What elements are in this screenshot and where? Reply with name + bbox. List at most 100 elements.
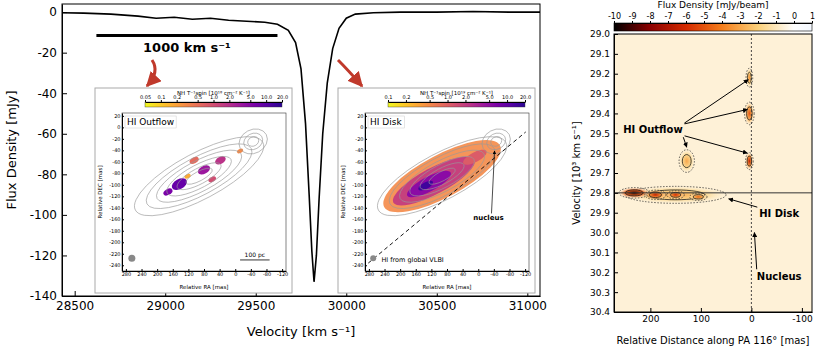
tick-mark bbox=[122, 208, 124, 209]
tick-label: -80 bbox=[263, 271, 271, 277]
tick-mark bbox=[229, 100, 230, 102]
colorbar bbox=[614, 23, 812, 31]
tick: 1 bbox=[810, 12, 815, 23]
label-patch bbox=[472, 214, 504, 222]
plot-frame bbox=[614, 34, 812, 312]
tick-mark bbox=[614, 292, 618, 293]
tick: 29.8 bbox=[590, 188, 618, 198]
tick-mark bbox=[145, 100, 146, 102]
contour bbox=[405, 149, 480, 203]
tick-label: -5 bbox=[701, 12, 709, 21]
contour bbox=[241, 130, 266, 153]
tick-mark bbox=[365, 208, 367, 209]
tick: 20.0 bbox=[520, 94, 531, 102]
tick-label: 280 bbox=[122, 271, 132, 277]
tick-label: -180 bbox=[109, 228, 120, 234]
tick-mark bbox=[365, 173, 367, 174]
contour bbox=[747, 156, 751, 166]
tick-label: 160 bbox=[411, 271, 421, 277]
tick-label: -180 bbox=[352, 228, 363, 234]
tick-label: 29.5 bbox=[590, 129, 610, 139]
tick-label: -120 bbox=[109, 193, 120, 199]
tick-label: 0 bbox=[234, 271, 237, 277]
axis: -10-9-8-7-6-5-4-3-2-101 bbox=[608, 12, 815, 24]
tick: 10.0 bbox=[502, 94, 513, 102]
tick: -3 bbox=[737, 12, 745, 23]
tick-mark bbox=[62, 215, 67, 216]
pointer-arrow bbox=[338, 60, 362, 86]
tick-label: -40 bbox=[37, 87, 57, 101]
tick-label: -4 bbox=[719, 12, 727, 21]
inset-frame bbox=[95, 88, 292, 293]
contour bbox=[747, 72, 751, 83]
tick-mark bbox=[62, 296, 67, 297]
tick-label: 120 bbox=[184, 271, 194, 277]
tick-mark bbox=[122, 162, 124, 163]
tick-label: 20.0 bbox=[520, 94, 531, 100]
tick-mark bbox=[614, 173, 618, 174]
axis-line bbox=[365, 114, 366, 272]
tick-mark bbox=[122, 139, 124, 140]
pointer bbox=[491, 151, 494, 214]
inset-frame bbox=[338, 88, 535, 293]
tick-label: -220 bbox=[109, 251, 120, 257]
annotation: HI Disk bbox=[759, 208, 799, 219]
tick: -200 bbox=[352, 239, 367, 245]
contour bbox=[478, 124, 515, 159]
inset-image bbox=[125, 122, 274, 231]
axis-title: Relative DEC [mas] bbox=[97, 165, 103, 218]
plot-area bbox=[614, 34, 812, 312]
tick-label: 240 bbox=[380, 271, 390, 277]
beam-label: HI from global VLBI bbox=[381, 256, 443, 264]
tick-label: 30.0 bbox=[590, 228, 610, 238]
inset: 0.050.10.20.51.02.05.010.020.0NH T⁻¹spin… bbox=[95, 88, 292, 293]
tick-label: -120 bbox=[520, 271, 531, 277]
tick-mark bbox=[365, 219, 367, 220]
tick-mark bbox=[668, 21, 669, 23]
tick: 29000 bbox=[147, 291, 185, 313]
tick-label: -240 bbox=[352, 262, 363, 268]
tick: 30.4 bbox=[590, 307, 618, 317]
tick-label: -60 bbox=[355, 159, 363, 165]
tick-mark bbox=[812, 21, 813, 23]
contour bbox=[690, 193, 707, 201]
annotation: Nucleus bbox=[757, 271, 802, 282]
tick-mark bbox=[122, 196, 124, 197]
tick-mark bbox=[614, 113, 618, 114]
tick: 29.2 bbox=[590, 69, 618, 79]
axis: 285002900029500300003050031000 bbox=[56, 291, 547, 313]
tick: -160 bbox=[352, 216, 367, 222]
tick-mark bbox=[198, 100, 199, 102]
contour bbox=[150, 140, 248, 212]
tick-label: 29.4 bbox=[590, 109, 610, 119]
axis: 0-20-40-60-80-100-120-140 bbox=[30, 5, 67, 304]
tick-label: 20 bbox=[114, 113, 120, 119]
tick-label: -80 bbox=[112, 170, 120, 176]
tick-label: 40 bbox=[217, 271, 223, 277]
tick-label: 0 bbox=[477, 271, 480, 277]
tick: 31000 bbox=[509, 291, 547, 313]
tick: 0 bbox=[749, 308, 755, 324]
tick-label: -120 bbox=[30, 249, 57, 263]
beam bbox=[370, 255, 376, 261]
tick-mark bbox=[122, 116, 124, 117]
tick: 29.7 bbox=[590, 168, 618, 178]
tick-mark bbox=[250, 100, 251, 102]
tick-label: 200 bbox=[153, 271, 163, 277]
tick-label: 29.7 bbox=[590, 168, 610, 178]
axis-line bbox=[615, 23, 813, 24]
tick-label: -20 bbox=[355, 136, 363, 142]
tick: 80 bbox=[444, 269, 450, 277]
tick-mark bbox=[448, 100, 449, 102]
tick-label: 29.6 bbox=[590, 149, 610, 159]
tick: 29500 bbox=[237, 291, 275, 313]
axis: 200-20-40-60-80-100-120-140-160-180-200-… bbox=[352, 113, 367, 272]
contour bbox=[393, 140, 491, 212]
contour bbox=[235, 124, 272, 159]
tick-label: 120 bbox=[427, 271, 437, 277]
tick-mark bbox=[62, 134, 67, 135]
tick-mark bbox=[122, 173, 124, 174]
axis: 28024020016012080400-40-80-120 bbox=[365, 269, 532, 277]
tick: 0 bbox=[234, 269, 237, 277]
tick-label: 80 bbox=[444, 271, 450, 277]
